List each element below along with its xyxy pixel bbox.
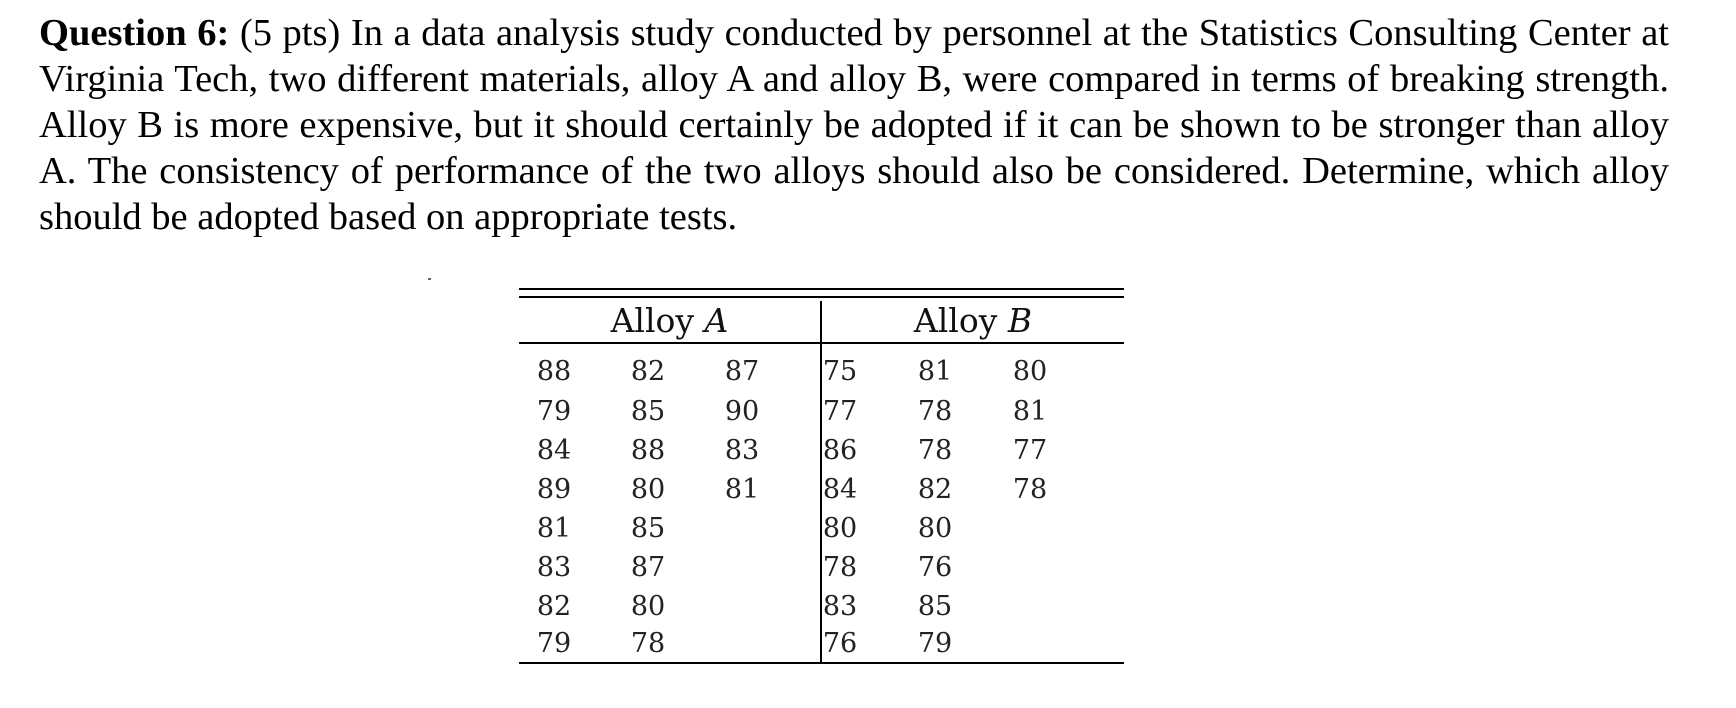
table-cell: 88 [536, 356, 572, 387]
alloy-a-letter: A [704, 301, 729, 340]
table-cell: 81 [917, 356, 953, 387]
table-cell: 83 [822, 591, 858, 622]
table-cell: 79 [917, 628, 953, 659]
table-cell: 90 [724, 396, 760, 427]
table-cell: 89 [536, 474, 572, 505]
alloy-a-word: Alloy [610, 301, 695, 340]
table-cell: 87 [724, 356, 760, 387]
question-label: Question 6: [39, 12, 230, 54]
table-cell [995, 624, 1065, 664]
question-body: (5 pts) In a data analysis study conduct… [39, 12, 1669, 238]
table-cell: 85 [630, 396, 666, 427]
table-cell: 78 [822, 552, 858, 583]
table-cell: 85 [630, 513, 666, 544]
table-cell: 86 [822, 435, 858, 466]
table-cell: 76 [822, 628, 858, 659]
alloy-b-word: Alloy [913, 301, 998, 340]
table-cell: 85 [917, 591, 953, 622]
table-cell [707, 509, 777, 549]
table-cell: 87 [630, 552, 666, 583]
table-group-divider [820, 301, 822, 664]
table-cell: 81 [1012, 396, 1048, 427]
table-cell: 80 [917, 513, 953, 544]
alloy-a-header: Alloy A [519, 301, 820, 341]
table-cell: 88 [630, 435, 666, 466]
table-cell: 84 [822, 474, 858, 505]
table-cell: 78 [917, 435, 953, 466]
table-top-rule-1 [519, 288, 1124, 290]
table-cell [995, 509, 1065, 549]
table-cell: 78 [630, 628, 666, 659]
table-cell: 80 [630, 591, 666, 622]
table-cell: 79 [536, 628, 572, 659]
table-cell: 80 [1012, 356, 1048, 387]
table-cell: 80 [630, 474, 666, 505]
table-cell: 80 [822, 513, 858, 544]
table-cell: 82 [630, 356, 666, 387]
table-top-rule-2 [519, 296, 1124, 298]
alloy-b-header: Alloy B [822, 301, 1124, 341]
table-cell: 79 [536, 396, 572, 427]
table-cell: 78 [1012, 474, 1048, 505]
table-cell: 82 [536, 591, 572, 622]
table-cell [995, 587, 1065, 627]
table-cell: 75 [822, 356, 858, 387]
table-cell: 77 [822, 396, 858, 427]
table-cell [707, 548, 777, 588]
table-cell [707, 624, 777, 664]
table-cell: 78 [917, 396, 953, 427]
table-cell: 76 [917, 552, 953, 583]
table-cell: 82 [917, 474, 953, 505]
table-cell: 83 [536, 552, 572, 583]
table-cell [707, 587, 777, 627]
table-cell [995, 548, 1065, 588]
alloy-data-table: Alloy A Alloy B 88 82 87 75 81 80 79 85 90 77 78 81… [519, 288, 1124, 664]
stray-dot [428, 278, 431, 280]
table-cell: 81 [724, 474, 760, 505]
table-cell: 84 [536, 435, 572, 466]
table-cell: 83 [724, 435, 760, 466]
table-cell: 77 [1012, 435, 1048, 466]
table-cell: 81 [536, 513, 572, 544]
alloy-b-letter: B [1007, 301, 1033, 340]
question-text: Question 6: (5 pts) In a data analysis s… [39, 10, 1669, 240]
